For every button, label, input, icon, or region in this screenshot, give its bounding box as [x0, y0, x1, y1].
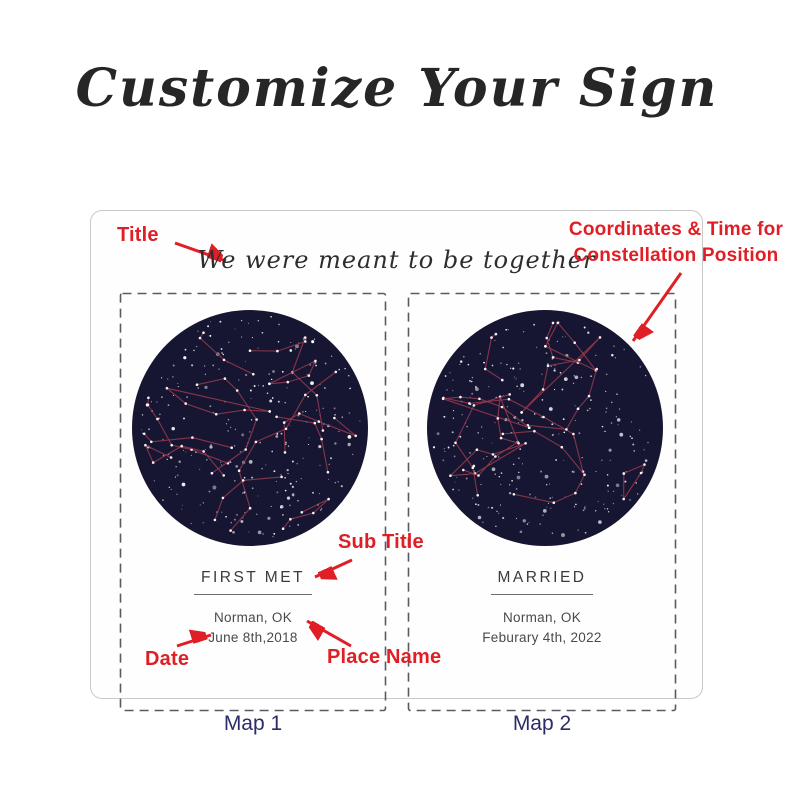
- annotation-place-label: Place Name: [327, 646, 442, 668]
- map2-place: Norman, OK: [502, 610, 582, 625]
- star-map-1: [132, 310, 368, 546]
- annotation-coordinates-line2: Constellation Position: [573, 244, 779, 266]
- map2-date: Feburary 4th, 2022: [482, 630, 602, 646]
- sign-title-text: We were meant to be together: [197, 246, 596, 274]
- annotation-subtitle-label: Sub Title: [338, 531, 424, 553]
- map2-label: Map 2: [512, 712, 572, 735]
- page-title: Customize Your Sign: [75, 58, 719, 119]
- annotation-title-label: Title: [117, 224, 159, 246]
- annotation-coordinates-line1: Coordinates & Time for: [568, 219, 784, 240]
- map1-subtitle-row: FIRST MET: [120, 569, 386, 595]
- annotation-date-label: Date: [145, 648, 190, 670]
- map2-details: Norman, OK Feburary 4th, 2022: [408, 608, 676, 649]
- map1-label: Map 1: [223, 712, 283, 735]
- map2-subtitle: MARRIED: [490, 569, 594, 595]
- map1-details: Norman, OK June 8th,2018: [120, 608, 386, 649]
- map1-subtitle: FIRST MET: [193, 569, 313, 595]
- annotation-coordinates-label: Coordinates & Time for Constellation Pos…: [556, 217, 794, 268]
- star-map-2: [427, 310, 663, 546]
- map1-place: Norman, OK: [213, 610, 293, 625]
- map2-subtitle-row: MARRIED: [408, 569, 676, 595]
